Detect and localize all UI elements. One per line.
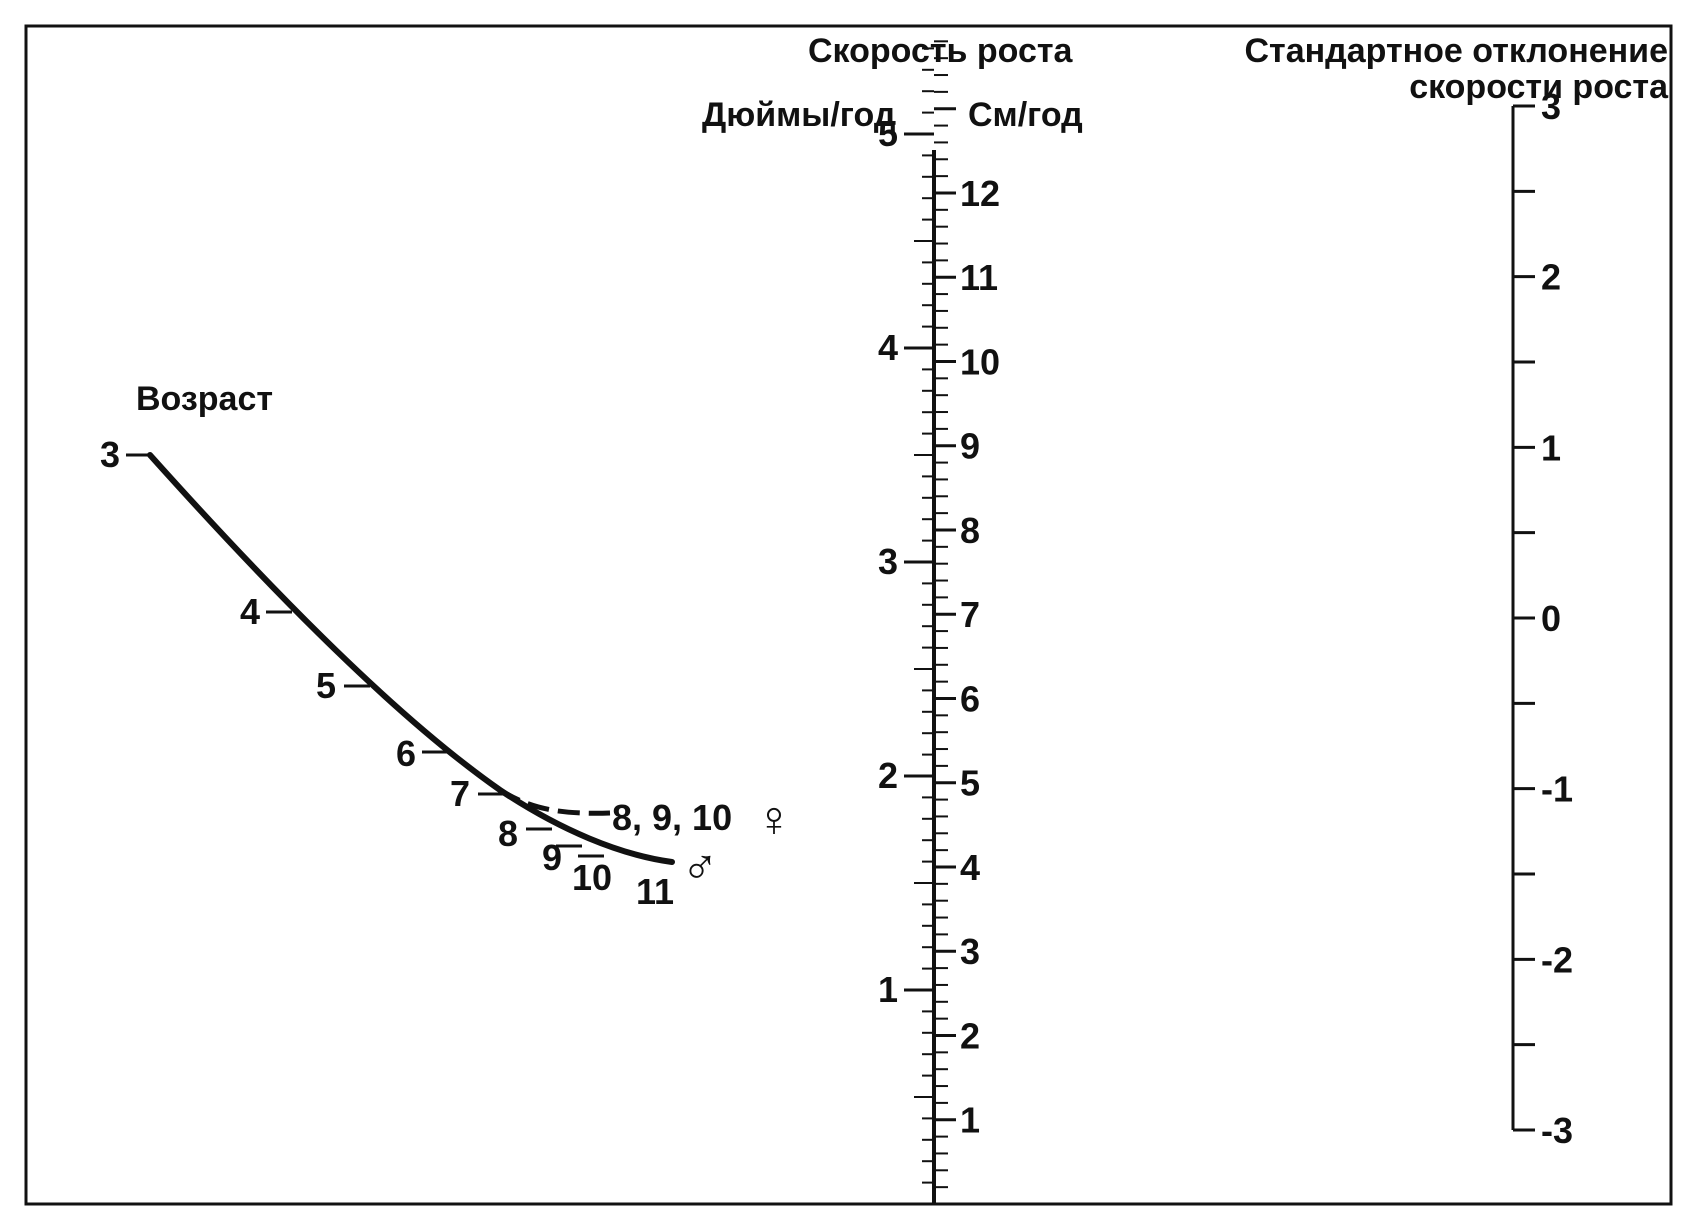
sd-tick-label: 1 (1541, 427, 1561, 468)
inch-tick-label: 2 (878, 755, 898, 796)
age-label-8: 8 (498, 813, 518, 854)
chart-border (24, 24, 1673, 1206)
age-label-5: 5 (316, 665, 336, 706)
age-label-9: 9 (542, 837, 562, 878)
sd-axis: 3 2 1 0 -1 -2 -3 (1511, 86, 1573, 1151)
female-symbol-icon: ♀ (755, 791, 793, 847)
inch-tick-label: 3 (878, 541, 898, 582)
cm-unit-label: См/год (968, 96, 1083, 134)
sd-tick-label: -3 (1541, 1110, 1573, 1151)
cm-tick-label: 8 (960, 510, 980, 551)
age-curve: 3 4 5 6 7 8 9 10 11 8, 9, 10 ♀ ♂ (100, 434, 793, 912)
cm-tick-label: 6 (960, 678, 980, 719)
age-label-11: 11 (636, 871, 674, 912)
sd-tick-label: 3 (1541, 86, 1561, 127)
sd-tick-label: 2 (1541, 257, 1561, 298)
inch-tick-label: 4 (878, 327, 898, 368)
sd-title-line2: скорости роста (1409, 68, 1669, 106)
inch-tick-label: 5 (878, 113, 898, 154)
age-title: Возраст (136, 380, 273, 418)
cm-tick-label: 9 (960, 426, 980, 467)
cm-tick-label: 10 (960, 341, 1000, 382)
sd-tick-label: -1 (1541, 769, 1573, 810)
cm-tick-label: 5 (960, 763, 980, 804)
age-label-7: 7 (450, 773, 470, 814)
sd-title-line1: Стандартное отклонение (1245, 32, 1669, 70)
cm-tick-label: 1 (960, 1100, 980, 1141)
inch-tick-label: 1 (878, 969, 898, 1010)
cm-tick-label: 11 (960, 257, 998, 298)
cm-tick-label: 3 (960, 931, 980, 972)
cm-tick-label: 7 (960, 594, 980, 635)
boys-age-curve (147, 452, 675, 865)
sd-tick-label: -2 (1541, 939, 1573, 980)
inches-unit-label: Дюймы/год (702, 96, 895, 134)
girls-ages-label: 8, 9, 10 (612, 797, 732, 838)
velocity-title: Скорость роста (808, 32, 1074, 70)
age-label-3: 3 (100, 434, 120, 475)
age-label-6: 6 (396, 733, 416, 774)
age-label-10: 10 (572, 857, 612, 898)
sd-tick-label: 0 (1541, 598, 1561, 639)
cm-tick-label: 4 (960, 847, 980, 888)
cm-tick-label: 12 (960, 173, 1000, 214)
girls-age-branch (498, 787, 611, 816)
cm-tick-label: 2 (960, 1015, 980, 1056)
male-symbol-icon: ♂ (681, 837, 719, 893)
age-label-4: 4 (240, 591, 260, 632)
